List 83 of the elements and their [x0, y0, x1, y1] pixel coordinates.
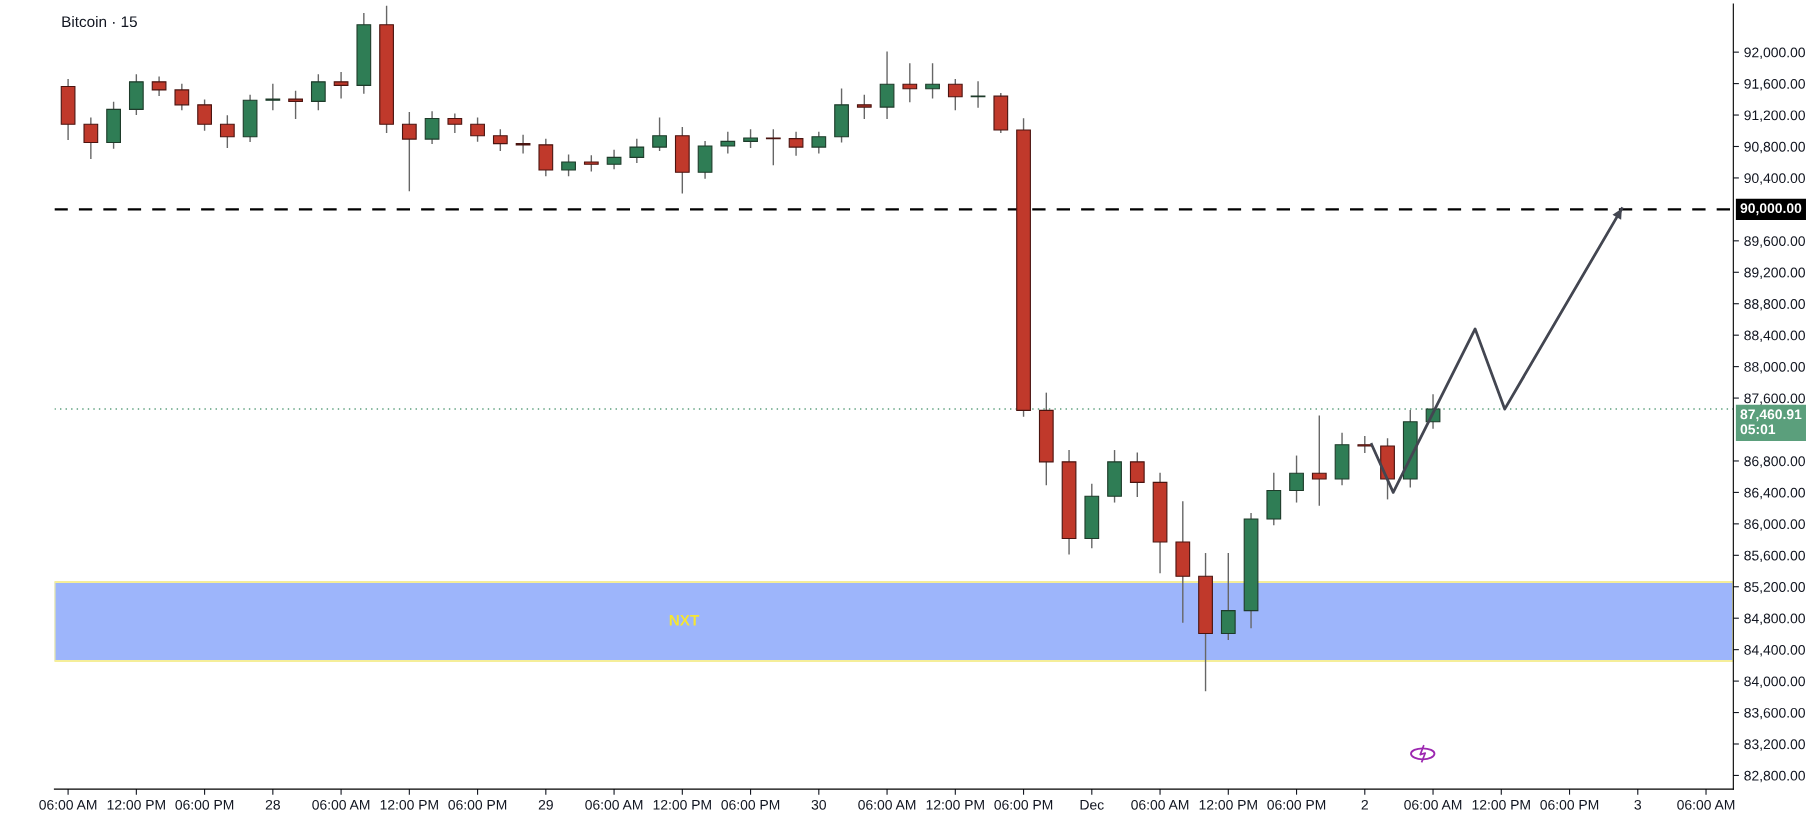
x-tick-label: 06:00 AM: [858, 799, 916, 810]
x-tick-label: 06:00 PM: [721, 799, 780, 810]
candlestick: [219, 115, 235, 148]
y-tick-label: 84,800.00: [1744, 613, 1805, 626]
x-tick-label: 12:00 PM: [1199, 799, 1257, 810]
x-tick-label: 06:00 AM: [1131, 799, 1189, 810]
y-tick-label: 85,600.00: [1744, 550, 1805, 563]
x-tick-label: 12:00 PM: [926, 799, 984, 810]
y-tick-label: 84,000.00: [1744, 676, 1805, 688]
ref-line-label: 90,000.00: [1740, 203, 1802, 216]
y-tick-label: 86,400.00: [1744, 487, 1805, 500]
candlestick: [197, 99, 212, 131]
candlestick: [652, 117, 667, 152]
candlestick: [310, 74, 326, 111]
x-tick-label: 3: [1634, 799, 1642, 810]
y-tick-label: 89,600.00: [1744, 236, 1805, 248]
candlestick: [720, 131, 736, 154]
x-tick-label: 28: [265, 799, 280, 810]
x-tick-label: 12:00 PM: [380, 799, 438, 810]
x-tick-label: 06:00 PM: [994, 799, 1053, 810]
candlestick: [424, 111, 440, 145]
candlestick: [1220, 553, 1236, 641]
y-tick-label: 86,800.00: [1744, 456, 1805, 468]
y-tick-label: 85,200.00: [1744, 582, 1805, 594]
x-tick-label: 06:00 AM: [585, 799, 643, 810]
candlestick: [1289, 455, 1304, 503]
candlestick: [925, 63, 940, 99]
y-tick-label: 90,800.00: [1744, 141, 1805, 154]
y-tick-label: 91,200.00: [1744, 110, 1805, 122]
x-tick-label: Dec: [1080, 800, 1104, 810]
x-tick-label: 06:00 PM: [1540, 799, 1599, 810]
candlestick: [333, 71, 349, 99]
band-label: NXT: [669, 614, 700, 626]
candlestick: [1311, 415, 1327, 506]
x-tick-label: 12:00 PM: [1472, 799, 1530, 810]
y-tick-label: 82,800.00: [1744, 770, 1805, 783]
candlestick: [265, 83, 281, 111]
y-tick-label: 91,600.00: [1744, 78, 1805, 91]
x-tick-label: 06:00 AM: [312, 799, 370, 810]
text: Bitcoin · 15: [62, 15, 137, 28]
candlestick: [447, 113, 463, 134]
y-tick-label: 88,400.00: [1744, 330, 1805, 342]
candlestick: [811, 131, 827, 154]
candlestick: [561, 154, 576, 177]
x-tick-label: 12:00 PM: [653, 799, 711, 810]
x-tick-label: 06:00 AM: [39, 799, 97, 810]
candlestick: [629, 138, 645, 163]
y-tick-label: 86,000.00: [1744, 519, 1805, 531]
candlestick: [856, 94, 872, 119]
y-tick-label: 92,000.00: [1744, 47, 1805, 59]
ref-line-label: 87,460.91 05:01: [1740, 409, 1802, 435]
candlestick: [879, 51, 895, 119]
x-tick-label: 06:00 PM: [1267, 799, 1326, 810]
candlestick: [515, 134, 531, 154]
x-tick-label: 30: [811, 799, 826, 810]
y-tick-label: 89,200.00: [1744, 267, 1805, 280]
x-tick-label: 06:00 AM: [1677, 799, 1735, 810]
x-tick-label: 29: [538, 799, 553, 810]
y-tick-label: 83,600.00: [1744, 707, 1805, 720]
y-tick-label: 90,400.00: [1744, 173, 1805, 185]
x-tick-label: 06:00 AM: [1404, 799, 1462, 810]
y-tick-label: 88,800.00: [1744, 299, 1805, 311]
candlestick: [83, 117, 99, 159]
y-tick-label: 83,200.00: [1744, 739, 1805, 751]
candlestick: [788, 131, 804, 156]
y-tick-label: 88,000.00: [1744, 361, 1805, 374]
y-tick-label: 87,600.00: [1744, 393, 1805, 405]
candlestick: [606, 149, 622, 170]
x-tick-label: 06:00 PM: [448, 799, 507, 810]
candlestick: [470, 117, 485, 142]
candlestick: [902, 63, 918, 103]
candlestick: [947, 78, 963, 111]
candlestick: [1129, 452, 1145, 498]
y-tick-label: 84,400.00: [1744, 644, 1805, 657]
x-tick-label: 12:00 PM: [107, 799, 165, 810]
x-tick-label: 2: [1361, 799, 1368, 810]
candlestick: [401, 111, 417, 192]
candlestick: [174, 83, 190, 111]
candlestick: [765, 129, 781, 166]
x-tick-label: 06:00 PM: [175, 799, 234, 810]
candlestick: [151, 76, 167, 97]
candlestick: [492, 129, 508, 152]
candlestick: [288, 90, 303, 119]
